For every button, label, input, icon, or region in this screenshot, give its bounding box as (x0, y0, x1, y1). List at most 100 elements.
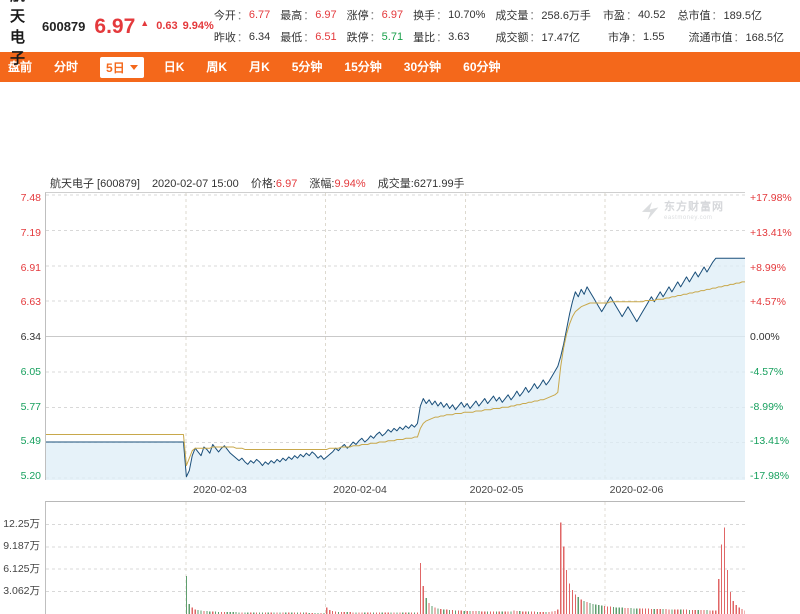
stat-昨收: 昨收： 6.34 (214, 29, 270, 45)
info-name-code: 航天电子 [600879] (50, 178, 140, 190)
stat-separator: ： (303, 32, 315, 44)
tab-60分钟[interactable]: 60分钟 (463, 52, 500, 82)
tab-label: 5日 (106, 60, 125, 75)
volume-chart-panel[interactable] (45, 501, 745, 614)
chart-info-line: 航天电子 [600879] 2020-02-07 15:00 价格:6.97 涨… (50, 175, 474, 191)
chevron-down-icon (129, 64, 138, 70)
tab-5分钟[interactable]: 5分钟 (292, 52, 323, 82)
stat-separator: ： (436, 32, 448, 44)
tab-盘前[interactable]: 盘前 (8, 52, 32, 82)
stat-value: 6.51 (315, 31, 337, 43)
stock-code: 600879 (42, 18, 86, 34)
tab-label: 30分钟 (403, 60, 442, 74)
stat-label: 量比 (413, 32, 436, 44)
stat-label: 最低 (280, 32, 303, 44)
stat-label: 流通市值 (688, 32, 733, 44)
price-change-percent: 9.94% (182, 20, 214, 32)
stat-separator: ： (369, 10, 381, 22)
stat-value: 3.63 (448, 31, 470, 43)
axis-tick-label: -17.98% (750, 470, 790, 482)
stat-label: 昨收 (213, 32, 236, 44)
date-tick-label: 2020-02-04 (333, 484, 387, 496)
price-line-chart[interactable] (46, 193, 745, 480)
stat-今开: 今开： 6.77 (214, 7, 270, 23)
date-tick-label: 2020-02-03 (193, 484, 247, 496)
stat-换手: 换手： 10.70% (413, 7, 485, 23)
axis-tick-label: -13.41% (750, 435, 790, 448)
axis-tick-label: 0.00% (750, 331, 780, 343)
stat-value: 189.5亿 (723, 10, 762, 22)
tab-周K[interactable]: 周K (206, 52, 227, 82)
stat-separator: ： (625, 10, 637, 22)
tab-label: 周K (206, 60, 228, 74)
stat-separator: ： (436, 10, 448, 22)
date-tick-label: 2020-02-06 (609, 484, 664, 496)
quote-stats: 今开： 6.77 最高： 6.97 涨停： 6.97 换手： 10.70% 成交量： 258.6万… (214, 0, 800, 52)
volume-axis-tick-label: 12.25万 (3, 517, 40, 530)
chart-period-tabbar[interactable]: 盘前 分时 5日 日K 周K 月K 5分钟 15分钟 30分钟 60分钟 (0, 52, 800, 82)
date-axis: 2020-02-03 2020-02-04 2020-02-05 2020-02-06 (45, 482, 745, 498)
tab-label: 盘前 (8, 60, 33, 74)
volume-axis-tick-label: 9.187万 (3, 540, 40, 553)
volume-bar-chart[interactable] (46, 502, 745, 614)
stat-label: 今开 (213, 10, 236, 22)
stat-value: 6.97 (381, 9, 404, 21)
axis-tick-label: 6.63 (20, 296, 41, 309)
price-chart-panel[interactable] (45, 192, 745, 480)
current-price: 6.97 (94, 14, 136, 38)
date-tick-label: 2020-02-05 (469, 484, 524, 496)
up-arrow-icon: ▲ (140, 18, 150, 28)
info-datetime: 2020-02-07 15:00 (151, 178, 239, 190)
stat-value: 6.97 (315, 9, 337, 21)
stat-value: 17.47亿 (541, 32, 581, 44)
stat-label: 总市值 (677, 10, 711, 22)
stat-最高: 最高： 6.97 (280, 7, 336, 23)
stat-value: 258.6万手 (541, 10, 591, 22)
volume-axis-tick-label: 6.125万 (3, 562, 40, 575)
tab-label: 5分钟 (291, 60, 323, 74)
tab-日K[interactable]: 日K (164, 52, 185, 82)
stat-value: 10.70% (448, 9, 486, 21)
tab-label: 60分钟 (463, 60, 501, 74)
axis-tick-label: 5.77 (20, 400, 41, 413)
stat-流通市值: 流通市值： 168.5亿 (688, 29, 784, 45)
tab-5日[interactable]: 5日 (100, 56, 144, 78)
stat-label: 成交额 (495, 32, 529, 44)
tab-label: 分时 (54, 60, 79, 74)
axis-tick-label: +4.57% (750, 296, 786, 309)
tab-30分钟[interactable]: 30分钟 (404, 52, 441, 82)
axis-tick-label: +13.41% (750, 226, 792, 239)
stat-value: 6.34 (248, 31, 271, 43)
axis-tick-label: 7.19 (20, 226, 41, 239)
axis-tick-label: 5.49 (20, 435, 41, 448)
quote-stats-row-1: 今开： 6.77 最高： 6.97 涨停： 6.97 换手： 10.70% 成交量： 258.6万… (214, 4, 794, 26)
stat-label: 换手 (413, 10, 436, 22)
tab-label: 15分钟 (344, 60, 382, 74)
stat-总市值: 总市值： 189.5亿 (677, 7, 762, 23)
axis-tick-label: -8.99% (750, 400, 784, 413)
stat-市盈: 市盈： 40.52 (603, 7, 666, 23)
axis-tick-label: 6.05 (20, 365, 41, 378)
stat-separator: ： (711, 10, 723, 22)
stat-label: 最高 (280, 10, 303, 22)
tab-月K[interactable]: 月K (249, 52, 270, 82)
tab-分时[interactable]: 分时 (54, 52, 78, 82)
stat-separator: ： (529, 10, 541, 22)
stat-成交量: 成交量： 258.6万手 (495, 7, 591, 23)
volume-axis-tick-label: 3.062万 (3, 585, 40, 598)
stat-separator: ： (236, 32, 248, 44)
info-volume: 成交量:6271.99手 (377, 178, 465, 190)
quote-summary: 航天电子 600879 6.97 ▲ 0.63 9.94% (0, 0, 214, 67)
chart-area: 航天电子 [600879] 2020-02-07 15:00 价格:6.97 涨… (0, 82, 800, 614)
stat-separator: ： (631, 32, 643, 44)
stat-label: 成交量 (495, 10, 529, 22)
stat-separator: ： (529, 32, 541, 44)
stat-label: 涨停 (346, 10, 369, 22)
tab-15分钟[interactable]: 15分钟 (344, 52, 381, 82)
stat-separator: ： (369, 32, 381, 44)
stat-value: 168.5亿 (745, 32, 784, 44)
stat-市净: 市净： 1.55 (608, 29, 664, 45)
info-price: 价格:6.97 (250, 178, 298, 190)
stat-跌停: 跌停： 5.71 (347, 29, 403, 45)
stat-separator: ： (303, 10, 315, 22)
